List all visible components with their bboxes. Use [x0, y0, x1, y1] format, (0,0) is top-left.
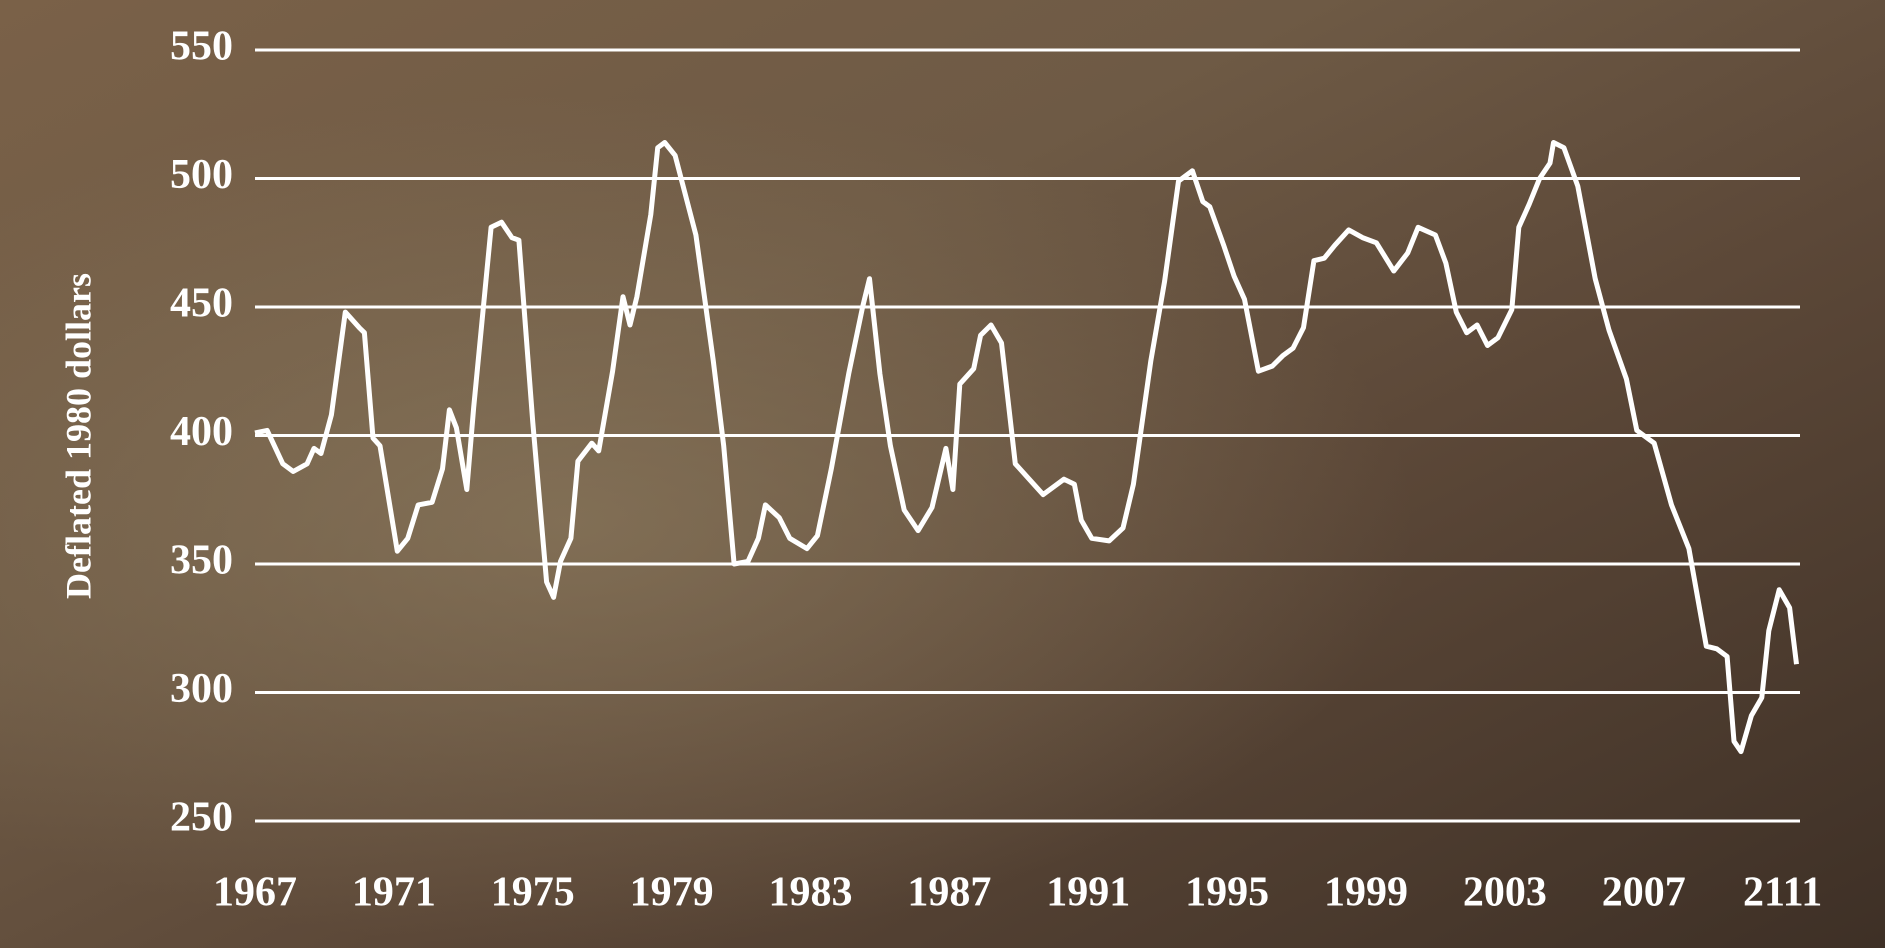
y-axis-label: Deflated 1980 dollars	[58, 273, 98, 599]
background-glow	[0, 0, 1885, 948]
x-tick-label: 1971	[352, 870, 436, 916]
y-tick-label: 250	[170, 795, 233, 841]
x-tick-label: 1987	[907, 870, 991, 916]
x-tick-label: 2007	[1602, 870, 1686, 916]
y-tick-label: 300	[170, 666, 233, 712]
y-tick-label: 550	[170, 24, 233, 70]
x-tick-label: 1991	[1046, 870, 1130, 916]
y-tick-label: 450	[170, 281, 233, 327]
x-tick-label: 1975	[491, 870, 575, 916]
x-tick-label: 2003	[1463, 870, 1547, 916]
page: {"chart_data": {"type": "line", "y_label…	[0, 0, 1885, 948]
chart: Deflated 1980 dollars 250 300 350 400 450 500…	[0, 0, 1885, 948]
y-tick-label: 350	[170, 538, 233, 584]
x-tick-label: 2111	[1743, 870, 1822, 916]
y-tick-label: 400	[170, 409, 233, 455]
x-tick-label: 1979	[630, 870, 714, 916]
x-tick-label: 1995	[1185, 870, 1269, 916]
y-tick-label: 500	[170, 152, 233, 198]
x-tick-label: 1999	[1324, 870, 1408, 916]
x-tick-label: 1967	[213, 870, 297, 916]
x-tick-label: 1983	[769, 870, 853, 916]
